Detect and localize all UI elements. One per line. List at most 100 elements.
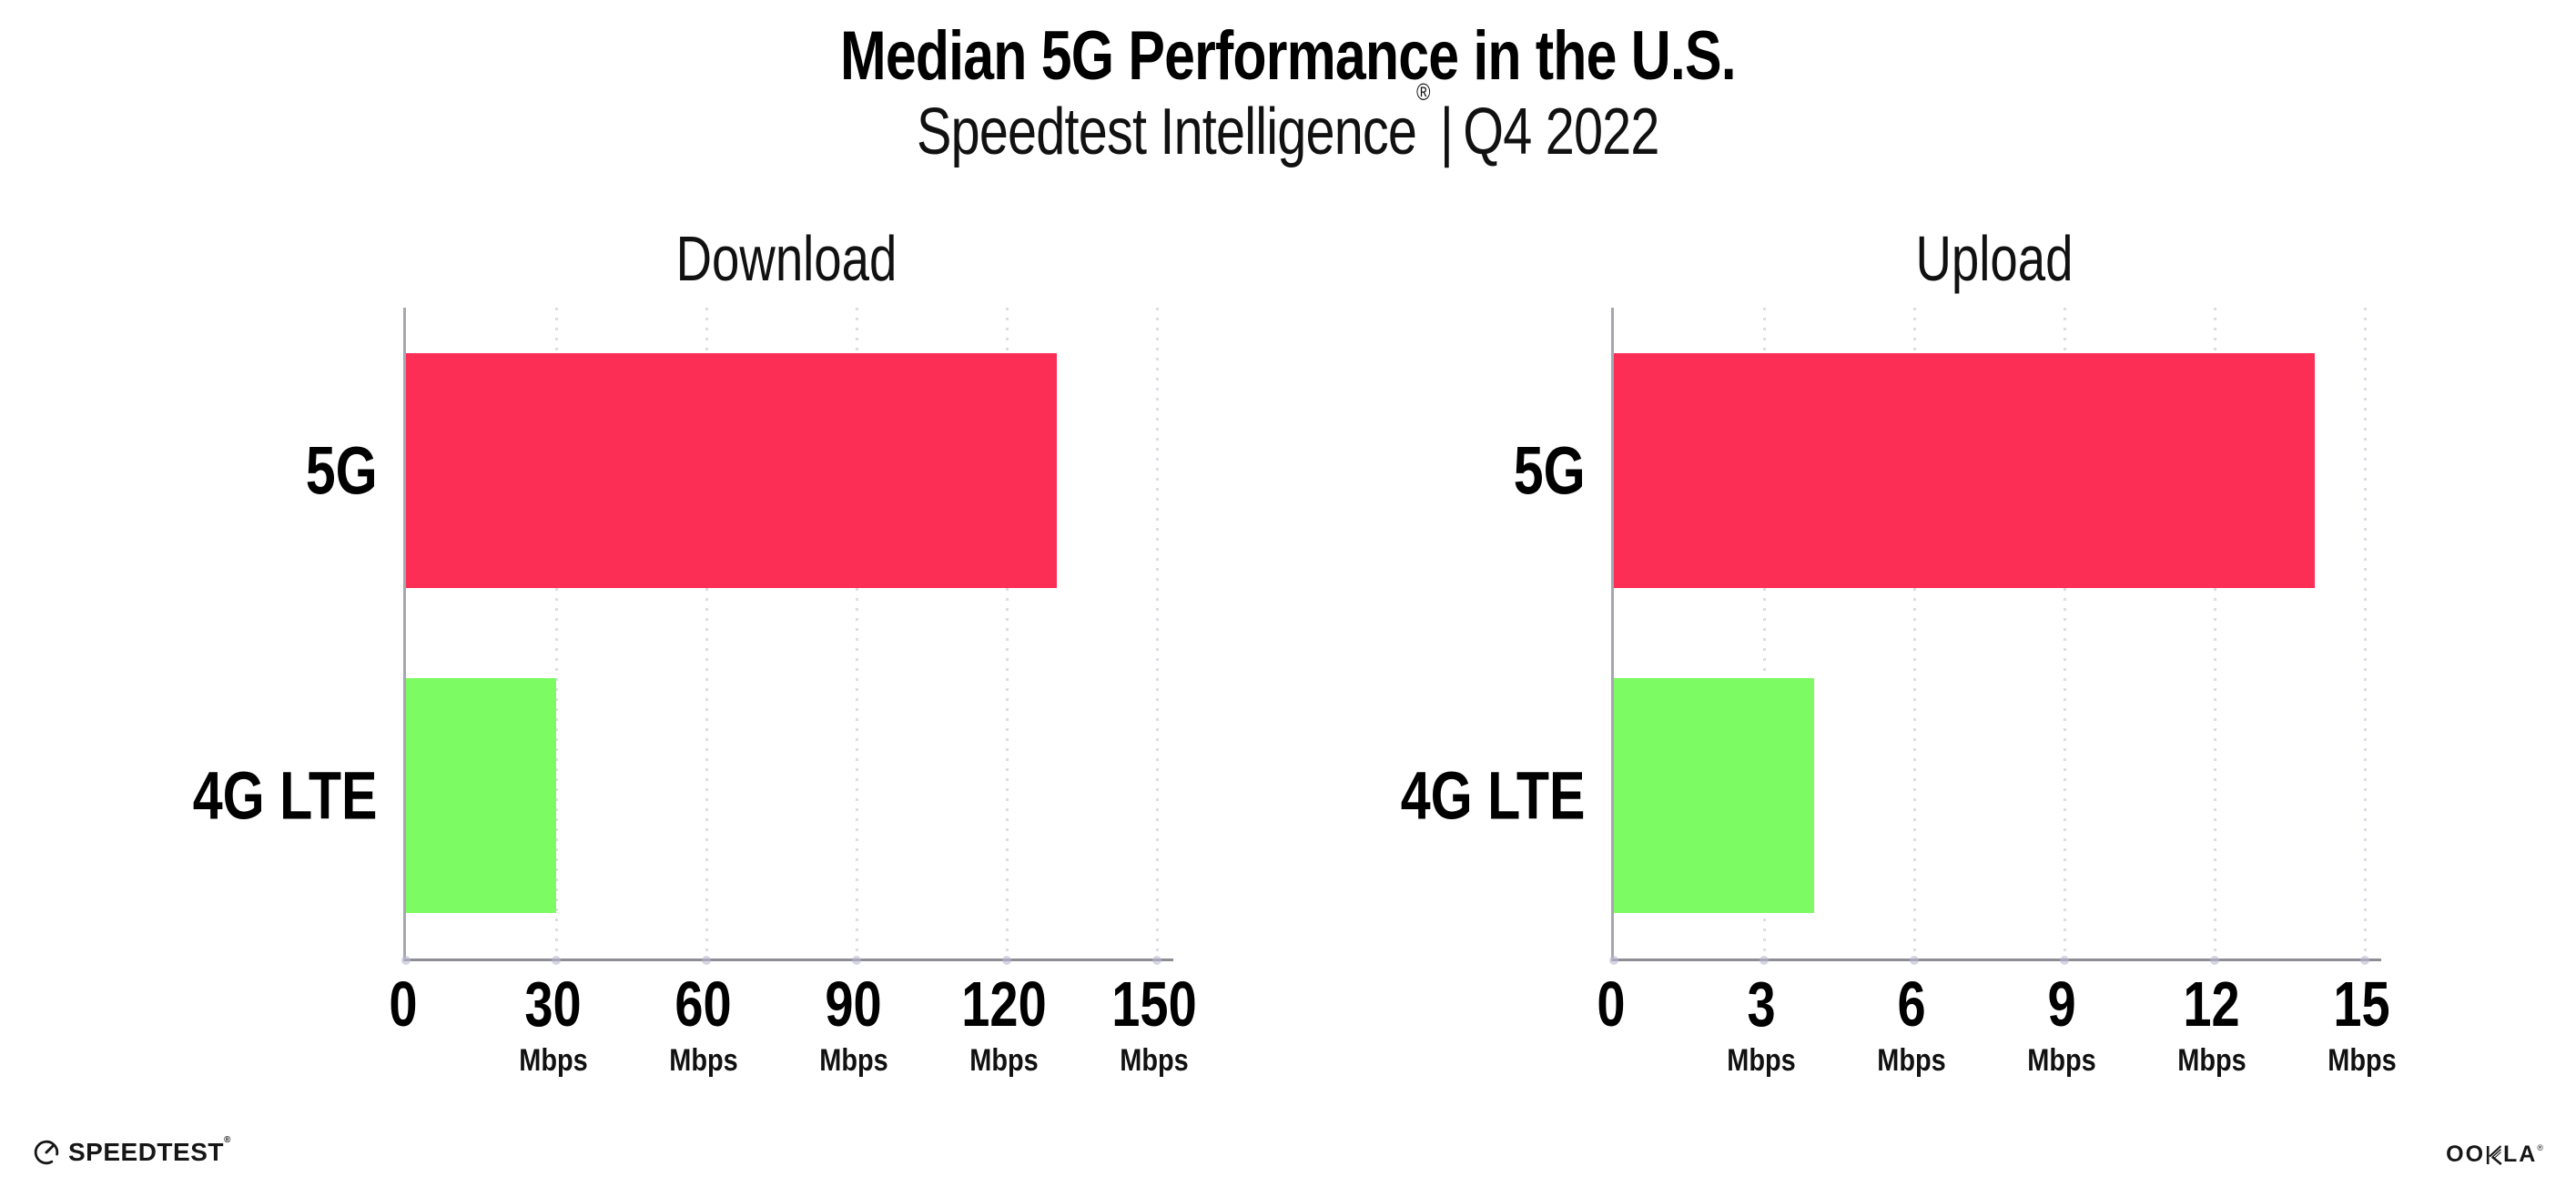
x-tick-label: 60 Mbps — [664, 972, 745, 1076]
x-tick-label: 150 Mbps — [1101, 972, 1208, 1076]
gridline — [856, 308, 858, 959]
x-tick-unit: Mbps — [951, 1045, 1058, 1076]
subtitle-period: Q4 2022 — [1463, 96, 1659, 168]
x-tick-unit-text: Mbps — [1727, 1043, 1796, 1078]
gridline — [1913, 308, 1916, 959]
x-tick-label: 0 — [386, 972, 421, 1036]
axis-tick-dot — [702, 956, 711, 965]
axis-tick-dot — [1760, 956, 1769, 965]
x-tick-value: 90 — [814, 972, 895, 1036]
x-tick-value: 6 — [1871, 972, 1952, 1036]
gridline — [1156, 308, 1159, 959]
page-title: Median 5G Performance in the U.S. — [840, 17, 1737, 95]
ookla-text-oo: OO — [2446, 1141, 2486, 1167]
x-tick-label: 90 Mbps — [814, 972, 895, 1076]
page-subtitle: Speedtest Intelligence® | Q4 2022 — [917, 78, 1660, 169]
page-subtitle-row: Speedtest Intelligence® | Q4 2022 — [0, 78, 2576, 169]
axis-tick-dot — [852, 956, 861, 965]
x-tick-value-text: 60 — [674, 969, 733, 1040]
x-tick-unit-text: Mbps — [969, 1043, 1039, 1078]
x-tick-value-text: 90 — [825, 969, 883, 1040]
gridline — [705, 308, 708, 959]
axis-tick-dot — [1910, 956, 1919, 965]
axis-tick-dot — [1609, 956, 1618, 965]
x-tick-value-text: 15 — [2333, 969, 2391, 1040]
gridline — [1763, 308, 1766, 959]
x-tick-value: 120 — [951, 972, 1058, 1036]
x-tick-unit-text: Mbps — [2027, 1043, 2096, 1078]
gridline — [2214, 308, 2216, 959]
x-tick-value: 60 — [664, 972, 745, 1036]
ookla-registered-mark: ® — [2537, 1142, 2543, 1152]
speedtest-logo: SPEEDTEST® — [33, 1134, 231, 1167]
bar-4g-lte — [406, 678, 556, 913]
x-tick-value: 0 — [386, 972, 421, 1036]
axis-tick-dot — [2360, 956, 2369, 965]
x-tick-unit: Mbps — [1871, 1045, 1952, 1076]
download-plot-area — [401, 308, 1173, 965]
x-tick-unit: Mbps — [1101, 1045, 1208, 1076]
download-chart-title: Download — [675, 223, 898, 294]
x-tick-value-text: 0 — [1597, 969, 1626, 1040]
x-tick-label: 3 Mbps — [1721, 972, 1802, 1076]
x-tick-value-text: 120 — [961, 969, 1047, 1040]
x-tick-value-text: 6 — [1897, 969, 1926, 1040]
x-tick-unit-text: Mbps — [2177, 1043, 2246, 1078]
ookla-text-la: LA — [2503, 1141, 2538, 1167]
gridline — [2064, 308, 2066, 959]
x-tick-value-text: 150 — [1111, 969, 1197, 1040]
category-label-4g-lte: 4G LTE — [1401, 757, 1586, 834]
x-tick-unit-text: Mbps — [669, 1043, 738, 1078]
upload-x-axis-ticks: 0 3 Mbps 6 Mbps 9 Mbps 12 Mbps 15 Mbps — [1597, 972, 2396, 1118]
x-tick-value-text: 12 — [2183, 969, 2241, 1040]
speedtest-registered-mark: ® — [223, 1134, 231, 1145]
x-tick-value-text: 0 — [389, 969, 418, 1040]
gridline — [1006, 308, 1009, 959]
bar-5g — [1614, 353, 2315, 588]
x-tick-value: 150 — [1101, 972, 1208, 1036]
subtitle-separator: | — [1440, 96, 1454, 168]
x-tick-unit-text: Mbps — [1877, 1043, 1946, 1078]
x-tick-label: 0 — [1594, 972, 1629, 1036]
download-x-axis-ticks: 0 30 Mbps 60 Mbps 90 Mbps 120 Mbps 150 Mbps — [389, 972, 1196, 1118]
upload-plot-area — [1609, 308, 2381, 965]
ookla-k-glyph — [2486, 1144, 2502, 1165]
x-tick-unit: Mbps — [1721, 1045, 1802, 1076]
category-label-4g-lte: 4G LTE — [193, 757, 378, 834]
axis-tick-dot — [2060, 956, 2069, 965]
x-tick-value: 3 — [1721, 972, 1802, 1036]
registered-mark: ® — [1416, 78, 1430, 106]
x-tick-unit-text: Mbps — [819, 1043, 888, 1078]
ookla-logo: OO LA ® — [2446, 1141, 2543, 1168]
x-tick-unit: Mbps — [2022, 1045, 2103, 1076]
axis-tick-dot — [552, 956, 561, 965]
x-tick-unit: Mbps — [814, 1045, 895, 1076]
x-tick-unit-text: Mbps — [1120, 1043, 1189, 1078]
axis-tick-dot — [1002, 956, 1011, 965]
x-tick-unit: Mbps — [513, 1045, 594, 1076]
x-tick-label: 12 Mbps — [2172, 972, 2253, 1076]
x-tick-value: 12 — [2172, 972, 2253, 1036]
x-tick-label: 15 Mbps — [2322, 972, 2403, 1076]
x-tick-label: 9 Mbps — [2022, 972, 2103, 1076]
x-tick-value-text: 30 — [524, 969, 583, 1040]
x-tick-value: 30 — [513, 972, 594, 1036]
x-tick-value: 15 — [2322, 972, 2403, 1036]
gridline — [555, 308, 558, 959]
x-tick-unit: Mbps — [2322, 1045, 2403, 1076]
page-title-row: Median 5G Performance in the U.S. — [0, 16, 2576, 96]
x-tick-label: 120 Mbps — [951, 972, 1058, 1076]
x-tick-unit-text: Mbps — [2328, 1043, 2397, 1078]
x-tick-value: 9 — [2022, 972, 2103, 1036]
category-label-5g: 5G — [306, 432, 378, 509]
bar-4g-lte — [1614, 678, 1814, 913]
x-tick-unit: Mbps — [664, 1045, 745, 1076]
x-tick-value-text: 3 — [1747, 969, 1776, 1040]
axis-tick-dot — [2210, 956, 2219, 965]
x-tick-value-text: 9 — [2047, 969, 2076, 1040]
upload-chart-title: Upload — [1915, 223, 2074, 294]
category-label-5g: 5G — [1514, 432, 1586, 509]
bar-5g — [406, 353, 1057, 588]
x-tick-unit-text: Mbps — [519, 1043, 588, 1078]
